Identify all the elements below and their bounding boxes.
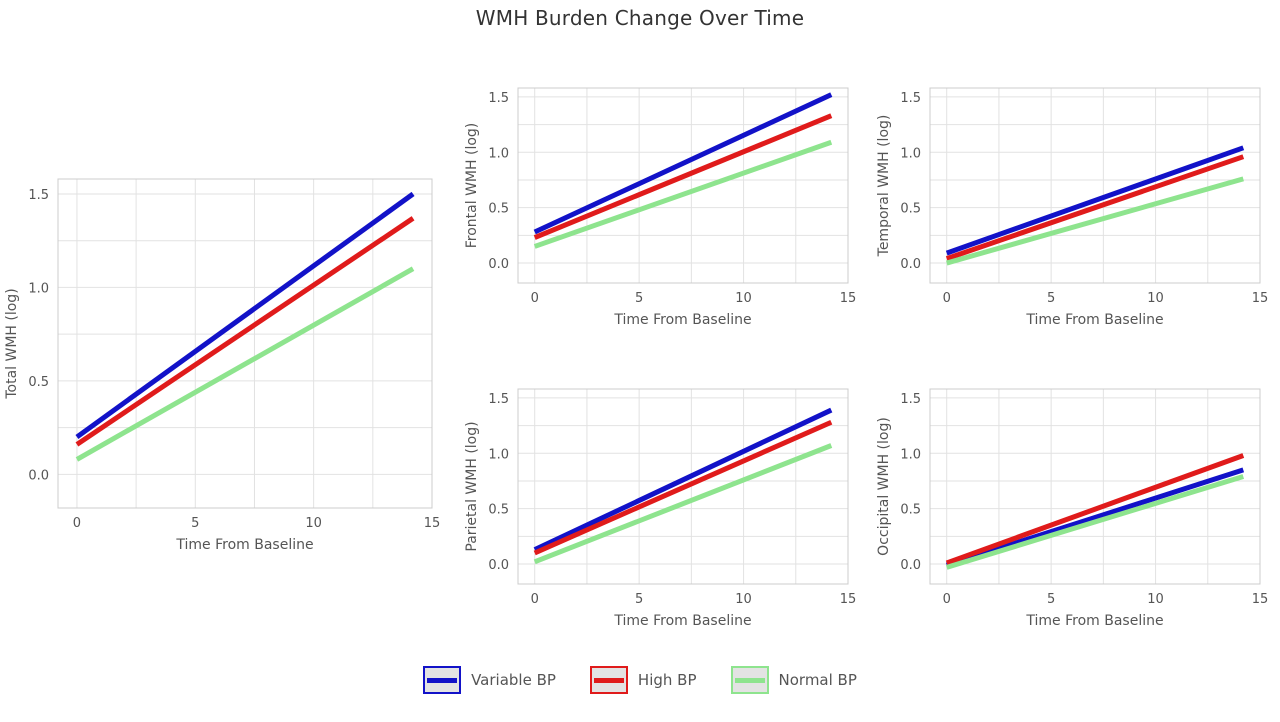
chart-3: 0 5 10 15 0.0 0.5 1.0 1.5 Time From Baseline Temp…: [876, 87, 1269, 328]
legend-item-high-bp[interactable]: High BP: [589, 666, 697, 694]
chart-1-series-variable-bp: [75, 191, 415, 439]
chart-5-series-high-bp: [945, 453, 1245, 566]
chart-5-series-normal-bp: [945, 474, 1245, 570]
chart-3-series-high-bp: [945, 154, 1245, 261]
chart-2-xtick-label: 15: [840, 291, 857, 306]
chart-1-xtick-label: 10: [305, 516, 322, 531]
chart-3-ylabel: Temporal WMH (log): [876, 115, 892, 258]
chart-4-series-normal-bp: [533, 443, 833, 565]
chart-5-ytick-label: 0.5: [900, 503, 921, 518]
chart-3-ytick-label: 0.0: [900, 257, 921, 272]
chart-2-ytick-label: 0.0: [488, 257, 509, 272]
chart-1-frame: [57, 178, 433, 509]
legend-label-high-bp: High BP: [637, 671, 697, 689]
chart-5-xlabel: Time From Baseline: [1025, 613, 1163, 629]
chart-3-xtick-label: 10: [1147, 291, 1164, 306]
chart-2-frame: [517, 87, 849, 284]
chart-3-series-normal-bp: [946, 176, 1244, 266]
chart-1-ytick-label: 0.5: [28, 375, 49, 390]
chart-2-series-high-bp: [533, 113, 833, 240]
chart-2-series-normal-bp: [533, 139, 833, 249]
chart-4-xlabel: Time From Baseline: [613, 613, 751, 629]
legend-item-normal-bp[interactable]: Normal BP: [730, 666, 857, 694]
legend-line-high-bp: [593, 677, 624, 683]
chart-4-ytick-label: 0.5: [488, 503, 509, 518]
chart-2-ytick-label: 1.0: [488, 146, 509, 161]
chart-1-xtick-label: 5: [191, 516, 199, 531]
legend-swatch-normal-bp: [730, 666, 769, 694]
chart-2-ylabel: Frontal WMH (log): [464, 123, 480, 249]
chart-3-series-variable-bp: [945, 145, 1245, 256]
legend-item-variable-bp[interactable]: Variable BP: [423, 666, 556, 694]
chart-4-ytick-label: 1.0: [488, 447, 509, 462]
chart-2: 0 5 10 15 0.0 0.5 1.0 1.5 Time From Baseline Fron…: [464, 87, 857, 328]
legend: Variable BP High BP Normal BP: [0, 666, 1280, 694]
chart-1-xtick-label: 0: [73, 516, 81, 531]
chart-5-ytick-label: 1.0: [900, 447, 921, 462]
chart-5-xtick-label: 15: [1252, 592, 1269, 607]
legend-swatch-high-bp: [589, 666, 628, 694]
chart-2-ytick-label: 1.5: [488, 91, 509, 106]
chart-5-ytick-label: 1.5: [900, 392, 921, 407]
chart-2-ytick-label: 0.5: [488, 202, 509, 217]
chart-2-series-variable-bp: [533, 92, 833, 235]
chart-1-ytick-label: 1.0: [28, 281, 49, 296]
chart-1-ytick-label: 1.5: [28, 188, 49, 203]
chart-2-xtick-label: 0: [531, 291, 539, 306]
chart-5: 0 5 10 15 0.0 0.5 1.0 1.5 Time From Baseline Occi…: [876, 388, 1269, 629]
chart-3-ytick-label: 1.0: [900, 146, 921, 161]
chart-4-frame: [517, 388, 849, 585]
chart-1-ytick-label: 0.0: [28, 468, 49, 483]
chart-1-ylabel: Total WMH (log): [4, 288, 20, 399]
chart-3-ytick-label: 1.5: [900, 91, 921, 106]
chart-5-frame: [929, 388, 1261, 585]
chart-2-xlabel: Time From Baseline: [613, 312, 751, 328]
chart-1-series-normal-bp: [75, 266, 415, 462]
chart-1-xtick-label: 15: [424, 516, 441, 531]
chart-4: 0 5 10 15 0.0 0.5 1.0 1.5 Time From Baseline Pari…: [464, 388, 857, 629]
legend-swatch-variable-bp: [423, 666, 462, 694]
chart-3-frame: [929, 87, 1261, 284]
chart-1: 0 5 10 15 0.0 0.5 1.0 1.5 Time From Baseline Tota…: [4, 178, 441, 553]
chart-5-xtick-label: 5: [1047, 592, 1055, 607]
chart-5-series-variable-bp: [945, 467, 1245, 568]
chart-4-xtick-label: 0: [531, 592, 539, 607]
chart-4-ytick-label: 1.5: [488, 392, 509, 407]
chart-5-ylabel: Occipital WMH (log): [876, 417, 892, 556]
chart-3-xtick-label: 0: [943, 291, 951, 306]
chart-3-ytick-label: 0.5: [900, 202, 921, 217]
chart-1-xlabel: Time From Baseline: [175, 537, 313, 553]
chart-4-xtick-label: 5: [635, 592, 643, 607]
legend-line-variable-bp: [427, 677, 458, 683]
chart-5-ytick-label: 0.0: [900, 558, 921, 573]
chart-3-xtick-label: 5: [1047, 291, 1055, 306]
chart-4-ylabel: Parietal WMH (log): [464, 421, 480, 551]
chart-2-xtick-label: 10: [735, 291, 752, 306]
chart-4-xtick-label: 10: [735, 592, 752, 607]
chart-1-series-high-bp: [75, 216, 415, 447]
chart-4-series-high-bp: [533, 419, 833, 556]
chart-2-xtick-label: 5: [635, 291, 643, 306]
chart-4-xtick-label: 15: [840, 592, 857, 607]
legend-line-normal-bp: [734, 677, 765, 683]
chart-4-series-variable-bp: [533, 407, 833, 552]
chart-3-xlabel: Time From Baseline: [1025, 312, 1163, 328]
legend-label-variable-bp: Variable BP: [471, 671, 556, 689]
chart-5-xtick-label: 10: [1147, 592, 1164, 607]
chart-4-ytick-label: 0.0: [488, 558, 509, 573]
chart-title: WMH Burden Change Over Time: [475, 6, 805, 30]
legend-label-normal-bp: Normal BP: [778, 671, 857, 689]
chart-5-xtick-label: 0: [943, 592, 951, 607]
chart-3-xtick-label: 15: [1252, 291, 1269, 306]
